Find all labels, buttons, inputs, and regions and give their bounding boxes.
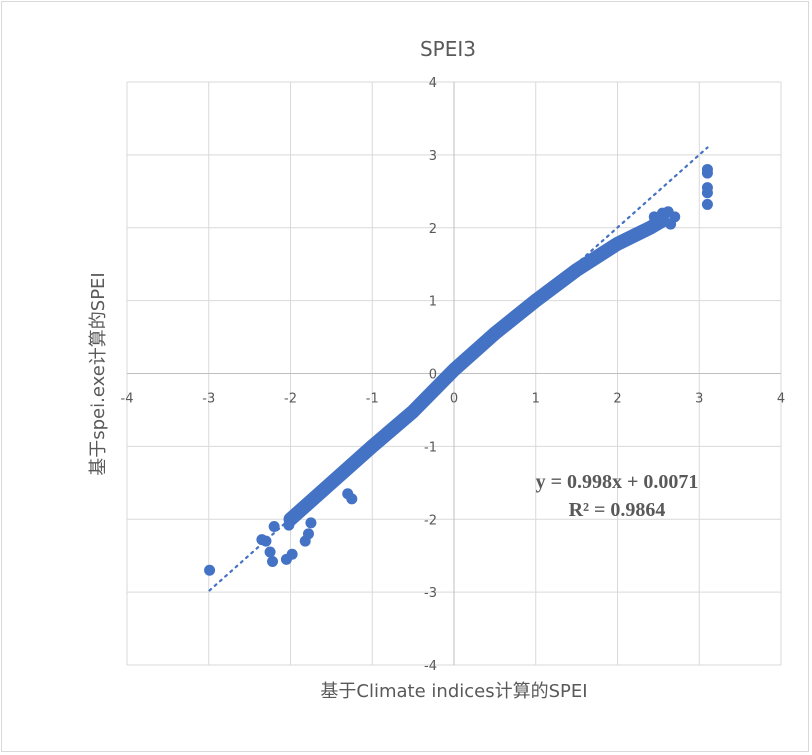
tick-labels: -4 -3 -2 -1 0 1 2 3 4 -4 -3 -2 -1 0 1 2 3 4 [121,76,786,674]
data-point [665,218,677,230]
y-tick-label: -2 [424,513,437,528]
x-tick-label: -2 [284,392,297,407]
y-tick-label: -1 [424,440,437,455]
y-tick-label: -3 [424,586,437,601]
data-point [346,493,358,505]
y-tick-label: 2 [429,222,437,237]
y-axis-title: 基于spei.exe计算的SPEI [88,272,109,476]
data-point [701,198,713,210]
trendline-equation: y = 0.998x + 0.0071 [536,471,699,493]
data-point [701,187,713,199]
dense-point-cloud [283,213,670,527]
x-tick-label: -4 [121,392,134,407]
linear-trendline [208,146,709,592]
data-point [267,556,279,568]
chart-title: SPEI3 [420,37,476,61]
data-point [264,546,276,558]
trendline-r2: R² = 0.9864 [569,499,666,521]
x-tick-label: 3 [695,392,703,407]
data-point [302,528,314,540]
y-tick-label: -4 [424,659,437,674]
y-tick-label: 3 [429,149,437,164]
data-point [256,534,268,546]
x-tick-label: 2 [613,392,621,407]
trendline [208,146,709,592]
data-point [701,167,713,179]
y-tick-label: 1 [429,295,437,310]
x-tick-label: 0 [450,392,458,407]
data-point [204,564,216,576]
y-tick-label: 4 [429,76,437,91]
x-tick-label: 1 [532,392,540,407]
data-point [305,517,317,529]
data-point [283,519,295,531]
y-tick-label: 0 [429,368,437,383]
x-axis-title: 基于Climate indices计算的SPEI [320,681,587,702]
x-tick-label: 4 [777,392,785,407]
data-point [648,211,660,223]
x-tick-label: -3 [202,392,215,407]
data-point [286,548,298,560]
x-tick-label: -1 [366,392,379,407]
